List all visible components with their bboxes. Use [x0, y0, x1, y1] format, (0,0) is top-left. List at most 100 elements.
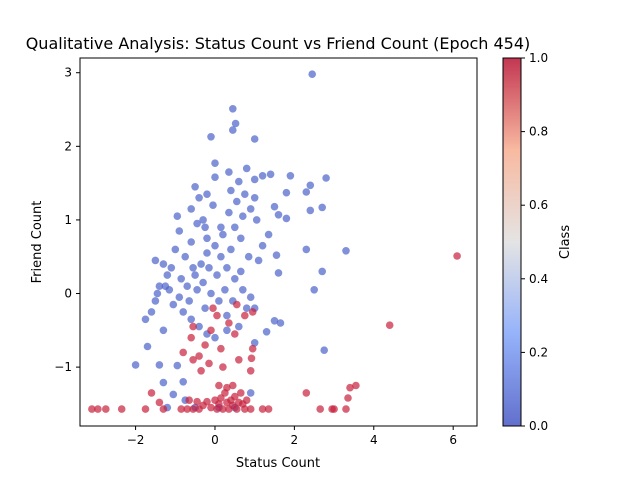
data-point-class-1 — [203, 397, 211, 406]
data-point-class-0 — [175, 227, 184, 235]
data-point-class-0 — [320, 346, 329, 355]
data-point-class-1 — [346, 383, 354, 392]
data-point-class-0 — [342, 247, 350, 255]
data-point-class-1 — [241, 405, 249, 413]
data-point-class-0 — [254, 256, 263, 265]
data-point-class-0 — [239, 212, 247, 220]
data-point-class-0 — [266, 170, 275, 179]
data-point-class-1 — [385, 321, 394, 330]
data-point-class-1 — [195, 405, 203, 413]
data-point-class-0 — [302, 188, 311, 196]
data-point-class-0 — [246, 389, 255, 397]
data-point-class-1 — [241, 311, 249, 320]
colorbar-gradient — [503, 58, 521, 426]
colorbar: 0.0 0.2 0.4 0.6 0.8 1.0 Class — [502, 51, 573, 433]
data-point-class-0 — [193, 219, 201, 228]
data-point-class-0 — [318, 203, 327, 212]
data-point-class-0 — [195, 194, 203, 202]
data-point-class-1 — [179, 348, 187, 357]
data-point-class-0 — [203, 234, 211, 243]
data-point-class-1 — [88, 405, 96, 413]
data-point-class-1 — [193, 397, 201, 406]
data-point-class-1 — [102, 405, 110, 413]
data-point-class-1 — [205, 359, 213, 368]
data-point-class-1 — [213, 311, 221, 320]
data-point-class-0 — [217, 223, 225, 232]
data-point-class-0 — [219, 230, 227, 239]
data-point-class-0 — [193, 286, 201, 294]
data-point-class-1 — [217, 394, 225, 402]
data-point-class-0 — [173, 212, 182, 220]
data-point-class-0 — [221, 286, 229, 294]
data-point-class-1 — [189, 356, 197, 364]
data-point-class-0 — [274, 269, 283, 277]
data-point-class-0 — [282, 214, 291, 223]
data-point-class-0 — [201, 304, 209, 313]
colorbar-frame — [502, 57, 522, 427]
data-point-class-0 — [242, 304, 251, 313]
x-tick-label: −2 — [127, 433, 145, 447]
data-point-class-1 — [242, 396, 251, 405]
data-point-class-0 — [143, 342, 152, 351]
data-point-class-0 — [252, 216, 261, 224]
data-point-class-0 — [308, 70, 317, 78]
x-tick-label: 0 — [211, 433, 219, 447]
data-point-class-1 — [217, 344, 225, 353]
data-point-class-0 — [237, 267, 245, 276]
data-point-class-0 — [270, 317, 279, 325]
data-point-class-0 — [153, 289, 162, 298]
data-point-class-0 — [189, 264, 197, 272]
data-point-class-1 — [223, 383, 231, 392]
data-point-class-0 — [250, 135, 259, 143]
data-point-class-0 — [155, 361, 164, 369]
data-point-class-1 — [207, 326, 215, 335]
data-point-class-1 — [264, 405, 273, 413]
data-point-class-0 — [199, 216, 207, 224]
data-point-class-1 — [197, 367, 205, 375]
data-point-class-0 — [179, 378, 187, 386]
data-point-class-0 — [201, 223, 209, 232]
data-point-class-0 — [229, 105, 237, 113]
data-point-class-1 — [231, 392, 239, 401]
colorbar-ticks: 0.0 0.2 0.4 0.6 0.8 1.0 — [521, 51, 548, 433]
data-point-class-0 — [225, 168, 233, 176]
data-point-class-1 — [258, 405, 267, 413]
data-point-class-1 — [117, 405, 126, 413]
data-point-class-0 — [151, 256, 160, 265]
x-axis-label: Status Count — [236, 456, 320, 471]
data-point-class-1 — [246, 367, 255, 375]
data-point-class-0 — [159, 260, 168, 268]
data-point-class-0 — [165, 286, 174, 294]
data-point-class-1 — [147, 389, 156, 397]
y-tick-label: 0 — [64, 287, 72, 301]
data-point-class-0 — [215, 297, 223, 305]
data-point-class-0 — [175, 293, 184, 302]
data-point-class-0 — [191, 271, 199, 279]
colorbar-tick-label: 0.2 — [529, 345, 548, 359]
data-point-class-1 — [225, 319, 233, 327]
data-point-class-0 — [322, 174, 330, 182]
data-point-class-0 — [227, 245, 235, 254]
data-point-class-0 — [264, 230, 273, 239]
data-point-class-0 — [246, 205, 255, 213]
data-point-class-0 — [195, 322, 203, 331]
y-tick-label: 2 — [64, 139, 72, 153]
data-point-class-0 — [246, 293, 255, 302]
data-point-class-0 — [155, 282, 164, 291]
data-point-class-1 — [233, 405, 241, 413]
data-point-class-0 — [258, 172, 267, 180]
data-point-class-1 — [248, 308, 257, 316]
data-point-class-0 — [272, 251, 281, 259]
data-point-class-0 — [209, 201, 217, 209]
data-point-class-0 — [211, 241, 219, 250]
data-point-class-0 — [173, 361, 182, 370]
data-point-class-1 — [195, 352, 203, 360]
x-axis-ticks: −2 0 2 4 6 — [127, 426, 457, 447]
data-point-class-1 — [247, 354, 256, 363]
colorbar-tick-label: 0.4 — [529, 272, 548, 286]
colorbar-tick-label: 1.0 — [529, 51, 548, 65]
data-point-class-1 — [316, 405, 325, 413]
data-point-class-0 — [231, 119, 240, 128]
data-point-class-0 — [262, 328, 271, 336]
data-point-class-0 — [286, 172, 295, 180]
